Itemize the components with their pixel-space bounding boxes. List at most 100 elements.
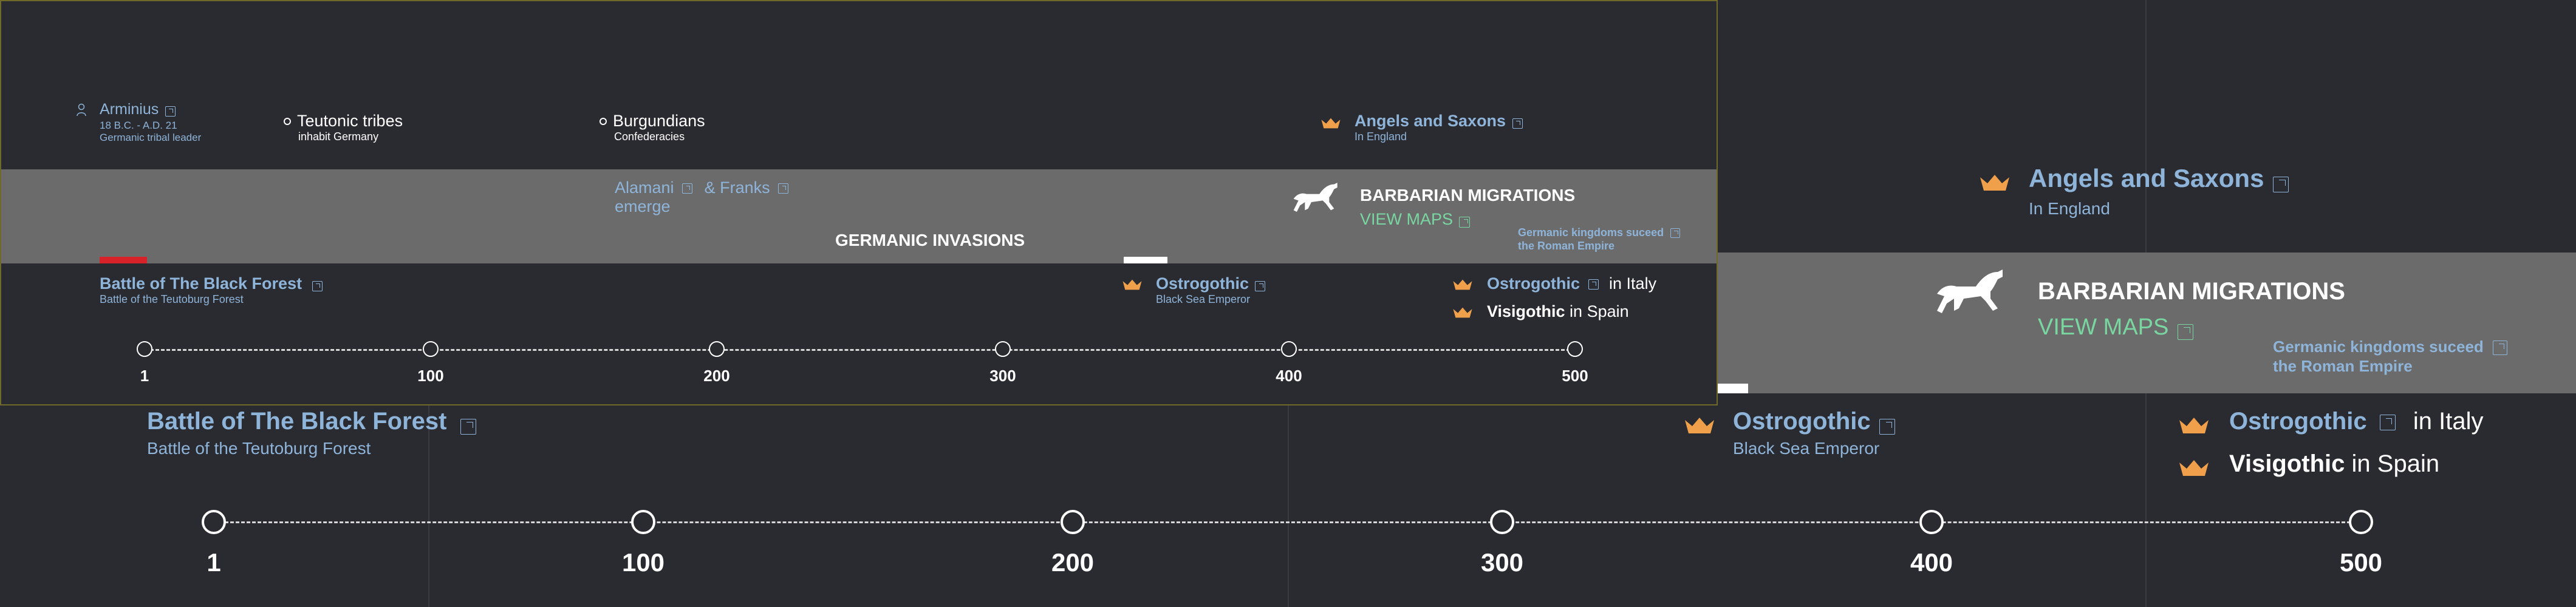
ostro-italy-title[interactable]: Ostrogothic	[1487, 274, 1580, 293]
large-tick-dot[interactable]	[1061, 510, 1085, 534]
inset-preview: Arminius 18 B.C. - A.D. 21 Germanic trib…	[0, 0, 1718, 405]
small-tick-dot[interactable]	[137, 341, 152, 357]
large-visigothic-title[interactable]: Visigothic	[2229, 450, 2345, 477]
large-tick-dot[interactable]	[2349, 510, 2373, 534]
crown-icon	[1685, 418, 1714, 433]
kingdoms-line1[interactable]: Germanic kingdoms suceed	[1518, 226, 1664, 239]
external-link-icon[interactable]	[2272, 176, 2289, 192]
external-link-icon[interactable]	[2379, 415, 2396, 431]
large-tick-label: 300	[1480, 548, 1524, 577]
small-tick-label: 400	[1276, 367, 1302, 385]
battle-desc: Battle of the Teutoburg Forest	[100, 293, 244, 305]
angels-saxons-event[interactable]: Angels and Saxons In England	[1355, 112, 1523, 143]
alamani-emerge: emerge	[615, 197, 671, 215]
large-angels-saxons-title[interactable]: Angels and Saxons	[2029, 164, 2264, 192]
arminius-event[interactable]: Arminius 18 B.C. - A.D. 21 Germanic trib…	[100, 101, 201, 144]
large-battle-title[interactable]: Battle of The Black Forest	[147, 408, 447, 435]
crown-icon	[1321, 118, 1341, 129]
ostrogothic-title[interactable]: Ostrogothic	[1156, 274, 1249, 293]
external-link-icon[interactable]	[1670, 228, 1681, 239]
arminius-title[interactable]: Arminius	[100, 101, 159, 118]
large-battle-event[interactable]: Battle of The Black Forest Battle of the…	[147, 408, 476, 458]
battle-event[interactable]: Battle of The Black Forest Battle of the…	[100, 274, 323, 306]
large-barbarian-migrations-title: BARBARIAN MIGRATIONS	[2038, 278, 2345, 305]
external-link-icon[interactable]	[778, 183, 789, 194]
small-tick-label: 200	[703, 367, 730, 385]
crown-icon	[2179, 460, 2209, 476]
crown-icon	[1453, 307, 1472, 318]
arminius-desc: Germanic tribal leader	[100, 132, 202, 143]
small-tick-label: 300	[989, 367, 1016, 385]
small-tick-label: 1	[140, 367, 149, 385]
crown-icon	[1453, 279, 1472, 290]
visigothic-spain-event[interactable]: Visigothic in Spain	[1487, 302, 1629, 321]
alamani-franks-event[interactable]: Alamani & Franks emerge	[615, 178, 789, 216]
crown-icon	[1980, 175, 2009, 191]
view-maps-link[interactable]: VIEW MAPS	[1360, 210, 1454, 228]
angels-saxons-desc: In England	[1355, 131, 1407, 143]
external-link-icon[interactable]	[2177, 324, 2193, 340]
large-ostrogothic-desc: Black Sea Emperor	[1733, 439, 1880, 458]
large-ostrogothic-italy-event[interactable]: Ostrogothic in Italy	[2229, 408, 2484, 435]
external-link-icon[interactable]	[460, 418, 476, 435]
small-tick-dot[interactable]	[1567, 341, 1583, 357]
angels-saxons-title[interactable]: Angels and Saxons	[1355, 112, 1506, 130]
burgundians-title[interactable]: Burgundians	[613, 112, 705, 130]
burgundians-desc: Confederacies	[614, 131, 685, 143]
large-range-marker	[1718, 384, 1748, 393]
ostrogothic-italy-event[interactable]: Ostrogothic in Italy	[1487, 274, 1656, 293]
large-tick-dot[interactable]	[1919, 510, 1944, 534]
germanic-invasions-title: GERMANIC INVASIONS	[835, 231, 1025, 249]
large-tick-dot[interactable]	[1490, 510, 1514, 534]
small-tick-dot[interactable]	[423, 341, 439, 357]
large-kingdoms-line1[interactable]: Germanic kingdoms suceed	[2273, 337, 2484, 356]
crown-icon	[1122, 279, 1142, 290]
burgundians-bullet	[600, 118, 607, 125]
large-kingdoms-line2[interactable]: the Roman Empire	[2273, 357, 2413, 375]
large-battle-desc: Battle of the Teutoburg Forest	[147, 439, 371, 458]
external-link-icon[interactable]	[165, 106, 176, 117]
large-ostro-italy-title[interactable]: Ostrogothic	[2229, 408, 2367, 435]
kingdoms-link[interactable]: Germanic kingdoms suceed the Roman Empir…	[1518, 226, 1681, 253]
external-link-icon[interactable]	[1588, 279, 1599, 290]
crown-icon	[2179, 418, 2209, 433]
person-icon	[77, 103, 86, 117]
small-tick-dot[interactable]	[995, 341, 1011, 357]
large-ostro-italy-suffix: in Italy	[2413, 408, 2484, 435]
large-tick-dot[interactable]	[202, 510, 226, 534]
external-link-icon[interactable]	[1512, 118, 1523, 129]
visigothic-title[interactable]: Visigothic	[1487, 302, 1565, 320]
external-link-icon[interactable]	[1255, 281, 1266, 292]
external-link-icon[interactable]	[682, 183, 693, 194]
large-timeline-axis	[214, 521, 2362, 523]
large-tick-dot[interactable]	[631, 510, 655, 534]
large-ostrogothic-title[interactable]: Ostrogothic	[1733, 408, 1871, 435]
large-kingdoms-link[interactable]: Germanic kingdoms suceed the Roman Empir…	[2273, 337, 2508, 376]
ostrogothic-desc: Black Sea Emperor	[1156, 293, 1251, 305]
large-ostrogothic-black-sea-event[interactable]: Ostrogothic Black Sea Emperor	[1733, 408, 1896, 458]
large-tick-label: 100	[621, 548, 665, 577]
battle-title[interactable]: Battle of The Black Forest	[100, 274, 302, 293]
external-link-icon[interactable]	[2493, 341, 2508, 356]
external-link-icon[interactable]	[312, 281, 323, 292]
small-tick-dot[interactable]	[709, 341, 725, 357]
large-visigothic-suffix: in Spain	[2351, 450, 2440, 477]
kingdoms-line2[interactable]: the Roman Empire	[1518, 240, 1615, 252]
burgundians-event[interactable]: Burgundians Confederacies	[613, 112, 705, 143]
teutonic-event[interactable]: Teutonic tribes inhabit Germany	[297, 112, 403, 143]
barbarian-migrations-title: BARBARIAN MIGRATIONS	[1360, 186, 1576, 205]
arminius-dates: 18 B.C. - A.D. 21	[100, 120, 177, 131]
small-tick-dot[interactable]	[1281, 341, 1297, 357]
large-view-maps-link[interactable]: VIEW MAPS	[2038, 314, 2169, 340]
alamani-title[interactable]: Alamani	[615, 178, 674, 197]
horse-icon	[1937, 270, 2003, 313]
franks-title[interactable]: & Franks	[704, 178, 770, 197]
external-link-icon[interactable]	[1459, 216, 1471, 228]
teutonic-title[interactable]: Teutonic tribes	[297, 112, 403, 130]
large-visigothic-spain-event[interactable]: Visigothic in Spain	[2229, 450, 2439, 478]
ostrogothic-black-sea-event[interactable]: Ostrogothic Black Sea Emperor	[1156, 274, 1266, 306]
large-angels-saxons-desc: In England	[2029, 199, 2110, 218]
external-link-icon[interactable]	[1879, 418, 1896, 435]
red-range-marker	[100, 257, 147, 263]
small-tick-label: 100	[417, 367, 444, 385]
